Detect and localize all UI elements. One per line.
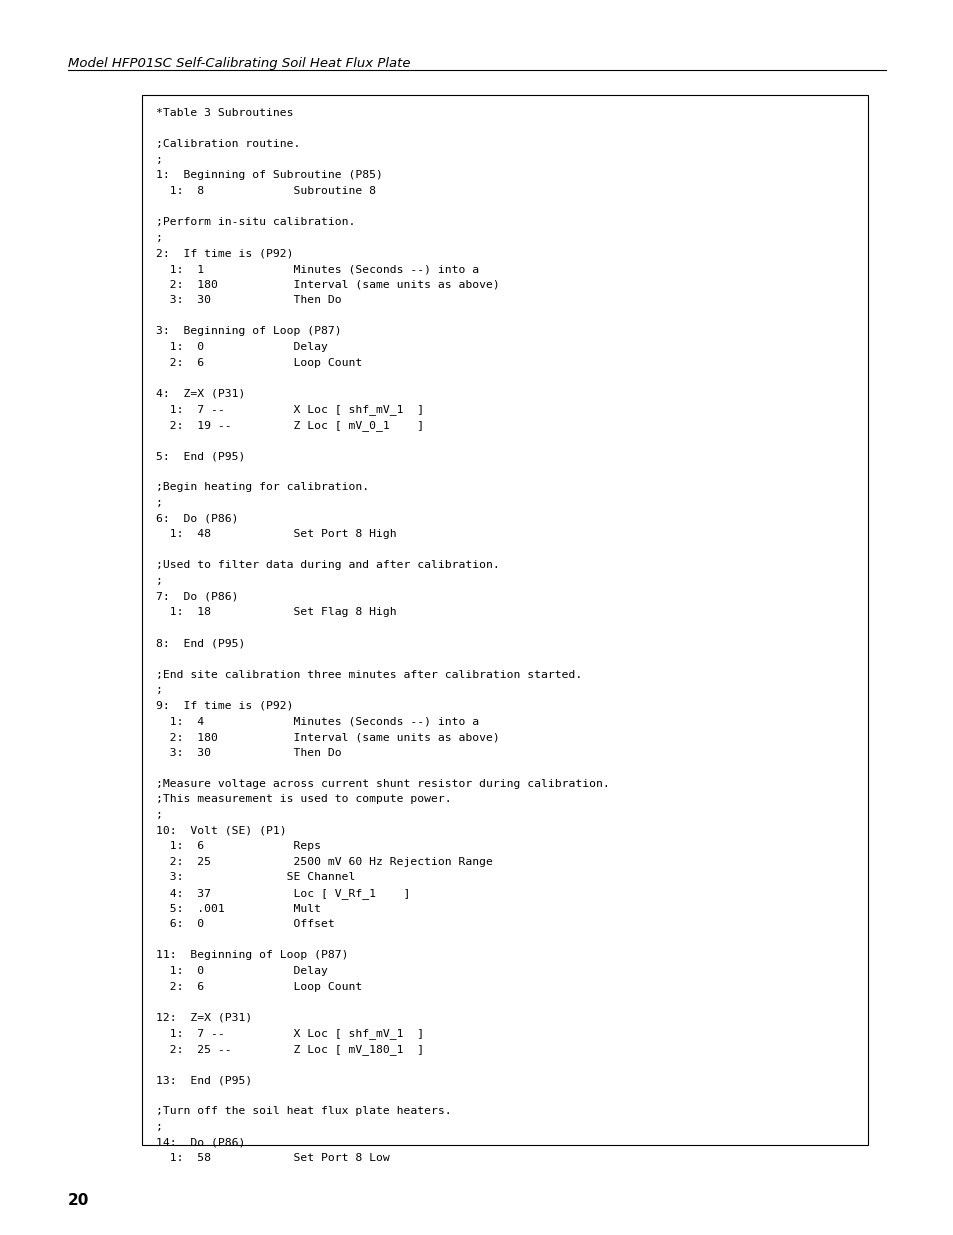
Text: 1:  7 --          X Loc [ shf_mV_1  ]: 1: 7 -- X Loc [ shf_mV_1 ] bbox=[156, 404, 424, 415]
Text: 2:  6             Loop Count: 2: 6 Loop Count bbox=[156, 982, 362, 992]
Text: 12:  Z=X (P31): 12: Z=X (P31) bbox=[156, 1013, 252, 1023]
Text: ;: ; bbox=[156, 576, 163, 585]
Text: 1:  1             Minutes (Seconds --) into a: 1: 1 Minutes (Seconds --) into a bbox=[156, 264, 478, 274]
Text: 2:  If time is (P92): 2: If time is (P92) bbox=[156, 248, 294, 258]
Text: 1:  4             Minutes (Seconds --) into a: 1: 4 Minutes (Seconds --) into a bbox=[156, 716, 478, 726]
Text: 6:  0             Offset: 6: 0 Offset bbox=[156, 919, 335, 929]
Text: 9:  If time is (P92): 9: If time is (P92) bbox=[156, 700, 294, 711]
Text: 2:  6             Loop Count: 2: 6 Loop Count bbox=[156, 358, 362, 368]
Text: ;End site calibration three minutes after calibration started.: ;End site calibration three minutes afte… bbox=[156, 669, 581, 679]
Text: 2:  180           Interval (same units as above): 2: 180 Interval (same units as above) bbox=[156, 279, 499, 289]
Text: 2:  25 --         Z Loc [ mV_180_1  ]: 2: 25 -- Z Loc [ mV_180_1 ] bbox=[156, 1044, 424, 1055]
Text: ;: ; bbox=[156, 685, 163, 695]
Text: 1:  0             Delay: 1: 0 Delay bbox=[156, 342, 328, 352]
Text: ;Begin heating for calibration.: ;Begin heating for calibration. bbox=[156, 483, 369, 493]
Text: ;: ; bbox=[156, 498, 163, 508]
Text: ;: ; bbox=[156, 810, 163, 820]
Text: 5:  .001          Mult: 5: .001 Mult bbox=[156, 904, 320, 914]
Text: 8:  End (P95): 8: End (P95) bbox=[156, 638, 245, 648]
Text: 13:  End (P95): 13: End (P95) bbox=[156, 1076, 252, 1086]
Text: 14:  Do (P86): 14: Do (P86) bbox=[156, 1137, 245, 1147]
Text: ;This measurement is used to compute power.: ;This measurement is used to compute pow… bbox=[156, 794, 451, 804]
Text: 5:  End (P95): 5: End (P95) bbox=[156, 451, 245, 461]
Text: 4:  Z=X (P31): 4: Z=X (P31) bbox=[156, 389, 245, 399]
Text: ;Calibration routine.: ;Calibration routine. bbox=[156, 140, 300, 149]
Text: 1:  6             Reps: 1: 6 Reps bbox=[156, 841, 320, 851]
Text: *Table 3 Subroutines: *Table 3 Subroutines bbox=[156, 107, 294, 119]
Text: 1:  0             Delay: 1: 0 Delay bbox=[156, 966, 328, 976]
Text: Model HFP01SC Self-Calibrating Soil Heat Flux Plate: Model HFP01SC Self-Calibrating Soil Heat… bbox=[68, 57, 410, 70]
Text: 2:  25            2500 mV 60 Hz Rejection Range: 2: 25 2500 mV 60 Hz Rejection Range bbox=[156, 857, 493, 867]
Text: ;Perform in-situ calibration.: ;Perform in-situ calibration. bbox=[156, 217, 355, 227]
Text: 1:  48            Set Port 8 High: 1: 48 Set Port 8 High bbox=[156, 530, 396, 540]
Text: 1:  8             Subroutine 8: 1: 8 Subroutine 8 bbox=[156, 186, 375, 196]
Text: 1:  58            Set Port 8 Low: 1: 58 Set Port 8 Low bbox=[156, 1153, 390, 1163]
Text: ;Measure voltage across current shunt resistor during calibration.: ;Measure voltage across current shunt re… bbox=[156, 779, 609, 789]
Bar bbox=[142, 95, 867, 1145]
Text: ;: ; bbox=[156, 233, 163, 243]
Text: 3:  Beginning of Loop (P87): 3: Beginning of Loop (P87) bbox=[156, 326, 341, 336]
Text: 2:  180           Interval (same units as above): 2: 180 Interval (same units as above) bbox=[156, 732, 499, 742]
Text: ;Used to filter data during and after calibration.: ;Used to filter data during and after ca… bbox=[156, 561, 499, 571]
Text: 3:  30            Then Do: 3: 30 Then Do bbox=[156, 295, 341, 305]
Text: 4:  37            Loc [ V_Rf_1    ]: 4: 37 Loc [ V_Rf_1 ] bbox=[156, 888, 410, 899]
Text: ;: ; bbox=[156, 154, 163, 164]
Text: 11:  Beginning of Loop (P87): 11: Beginning of Loop (P87) bbox=[156, 951, 348, 961]
Text: 2:  19 --         Z Loc [ mV_0_1    ]: 2: 19 -- Z Loc [ mV_0_1 ] bbox=[156, 420, 424, 431]
Text: 3:               SE Channel: 3: SE Channel bbox=[156, 872, 355, 882]
Text: 1:  18            Set Flag 8 High: 1: 18 Set Flag 8 High bbox=[156, 608, 396, 618]
Text: 1:  7 --          X Loc [ shf_mV_1  ]: 1: 7 -- X Loc [ shf_mV_1 ] bbox=[156, 1029, 424, 1040]
Text: ;: ; bbox=[156, 1123, 163, 1132]
Text: 6:  Do (P86): 6: Do (P86) bbox=[156, 514, 238, 524]
Text: 7:  Do (P86): 7: Do (P86) bbox=[156, 592, 238, 601]
Text: 20: 20 bbox=[68, 1193, 90, 1208]
Text: 1:  Beginning of Subroutine (P85): 1: Beginning of Subroutine (P85) bbox=[156, 170, 382, 180]
Text: 3:  30            Then Do: 3: 30 Then Do bbox=[156, 747, 341, 757]
Text: 10:  Volt (SE) (P1): 10: Volt (SE) (P1) bbox=[156, 826, 286, 836]
Text: ;Turn off the soil heat flux plate heaters.: ;Turn off the soil heat flux plate heate… bbox=[156, 1107, 451, 1116]
